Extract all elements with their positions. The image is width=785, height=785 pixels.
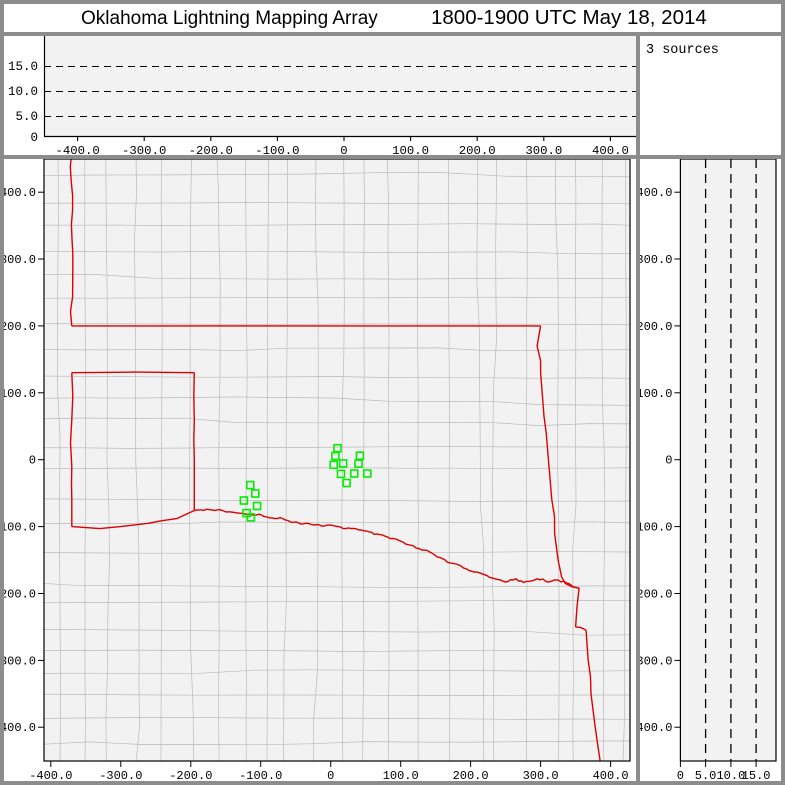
svg-text:-200.0: -200.0 [169, 769, 212, 781]
svg-text:-200.0: -200.0 [640, 588, 672, 602]
svg-text:-100.0: -100.0 [255, 144, 299, 155]
svg-text:15.0: 15.0 [742, 769, 771, 781]
svg-text:0: 0 [29, 454, 36, 468]
svg-text:-100.0: -100.0 [4, 521, 36, 535]
svg-text:5.0: 5.0 [15, 110, 38, 124]
svg-text:Oklahoma Lightning Mapping Arr: Oklahoma Lightning Mapping Array [81, 8, 378, 29]
svg-text:200.0: 200.0 [640, 320, 672, 334]
svg-text:3 sources: 3 sources [646, 43, 719, 58]
svg-text:200.0: 200.0 [453, 769, 489, 781]
svg-text:-100.0: -100.0 [640, 521, 672, 535]
svg-text:-400.0: -400.0 [55, 144, 99, 155]
svg-text:200.0: 200.0 [4, 320, 36, 334]
svg-text:100.0: 100.0 [392, 144, 429, 155]
svg-text:10.0: 10.0 [8, 85, 38, 99]
svg-text:-300.0: -300.0 [122, 144, 166, 155]
svg-text:-300.0: -300.0 [99, 769, 142, 781]
svg-text:-300.0: -300.0 [4, 654, 36, 668]
svg-text:400.0: 400.0 [592, 144, 629, 155]
svg-text:300.0: 300.0 [523, 769, 559, 781]
svg-text:-400.0: -400.0 [640, 721, 672, 735]
svg-text:400.0: 400.0 [640, 186, 672, 200]
svg-text:5.0: 5.0 [695, 769, 717, 781]
svg-text:-100.0: -100.0 [239, 769, 282, 781]
svg-text:400.0: 400.0 [4, 186, 36, 200]
svg-text:0: 0 [327, 769, 334, 781]
svg-text:300.0: 300.0 [4, 253, 36, 267]
svg-text:-400.0: -400.0 [29, 769, 72, 781]
svg-text:300.0: 300.0 [640, 253, 672, 267]
svg-text:100.0: 100.0 [4, 387, 36, 401]
svg-text:-400.0: -400.0 [4, 721, 36, 735]
svg-text:0: 0 [30, 131, 38, 145]
svg-text:200.0: 200.0 [459, 144, 496, 155]
svg-text:100.0: 100.0 [640, 387, 672, 401]
svg-text:15.0: 15.0 [8, 60, 38, 74]
svg-text:300.0: 300.0 [525, 144, 562, 155]
svg-text:0: 0 [340, 144, 347, 155]
svg-text:400.0: 400.0 [593, 769, 629, 781]
svg-text:1800-1900 UTC May 18, 2014: 1800-1900 UTC May 18, 2014 [431, 6, 707, 29]
svg-text:-200.0: -200.0 [189, 144, 233, 155]
svg-text:0: 0 [677, 769, 684, 781]
svg-text:-300.0: -300.0 [640, 654, 672, 668]
svg-text:-200.0: -200.0 [4, 588, 36, 602]
svg-text:100.0: 100.0 [383, 769, 419, 781]
svg-text:0: 0 [665, 454, 672, 468]
